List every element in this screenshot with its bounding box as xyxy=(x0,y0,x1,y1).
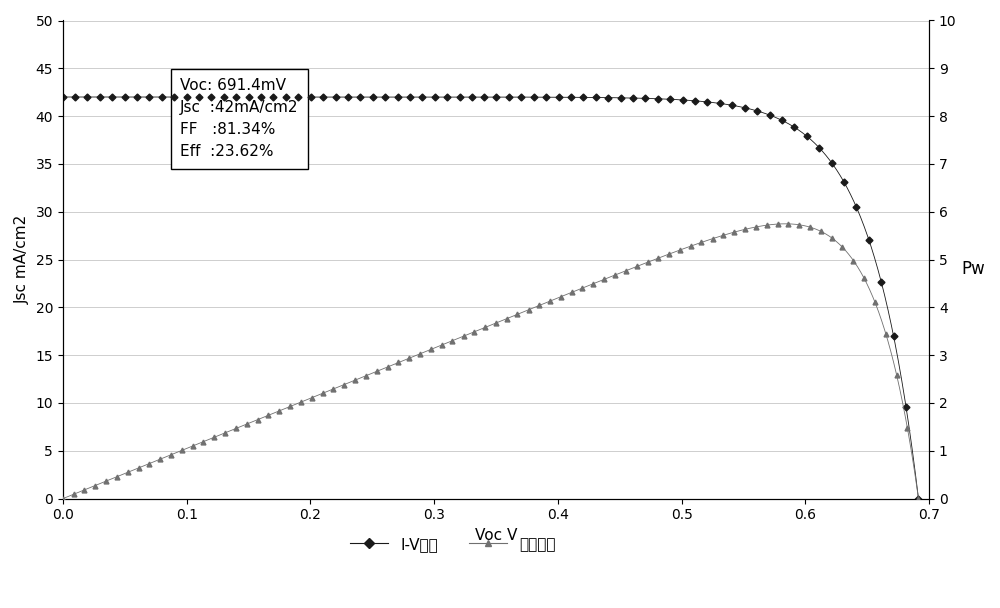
X-axis label: Voc V: Voc V xyxy=(475,528,517,543)
Text: Voc: 691.4mV
Jsc  :42mA/cm2
FF   :81.34%
Eff  :23.62%: Voc: 691.4mV Jsc :42mA/cm2 FF :81.34% Ef… xyxy=(180,78,298,159)
Y-axis label: Jsc mA/cm2: Jsc mA/cm2 xyxy=(15,215,30,304)
Legend: I-V曲线, 功率曲线: I-V曲线, 功率曲线 xyxy=(344,531,562,558)
Y-axis label: Pw: Pw xyxy=(961,260,985,278)
